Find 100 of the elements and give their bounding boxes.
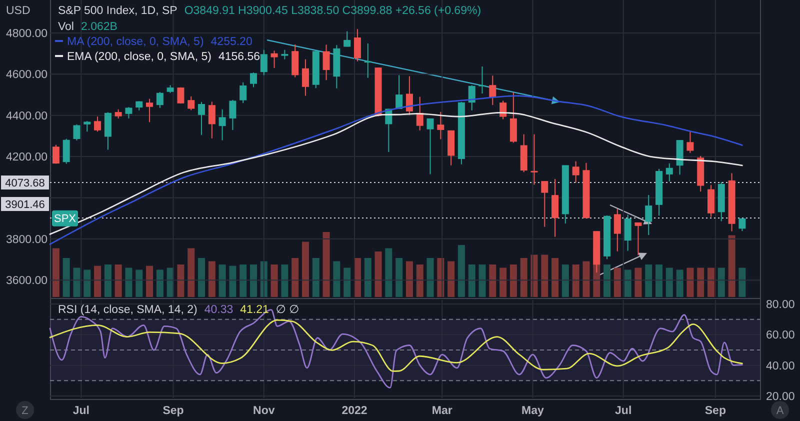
bar (344, 268, 351, 297)
bar (572, 264, 580, 297)
candlestick (302, 58, 309, 96)
annotation: 40.33 (204, 304, 234, 316)
y-tick-label: 4200.00 (6, 152, 48, 164)
bar (478, 264, 486, 297)
annotation: 41.21 (240, 304, 269, 316)
candlestick (188, 96, 195, 111)
candlestick (437, 111, 444, 140)
candlestick (614, 208, 621, 252)
bar (510, 264, 517, 297)
bar (374, 252, 382, 297)
candlestick (666, 162, 673, 182)
candlestick (146, 98, 154, 123)
candlestick (686, 130, 694, 154)
candlestick (354, 28, 361, 62)
annotation: 4255.20 (210, 36, 252, 48)
candlestick (396, 74, 403, 110)
bar (728, 235, 736, 297)
candlestick (468, 84, 476, 111)
candlestick (281, 49, 288, 60)
candlestick (478, 66, 486, 94)
text: Vol (58, 21, 74, 33)
candlestick (156, 92, 164, 108)
bar (73, 268, 80, 297)
bar (229, 266, 236, 297)
bar (52, 248, 60, 297)
y-tick-label: 20.00 (766, 391, 795, 404)
bar (396, 258, 403, 297)
bar (738, 268, 746, 297)
bar (645, 264, 652, 297)
bar (270, 264, 278, 297)
bar (385, 248, 392, 297)
y-tick-label: 80.00 (766, 299, 795, 312)
legend-label: MA (200, close, 0, SMA, 5) (67, 36, 204, 48)
annotation: ∅ ∅ (276, 304, 300, 316)
ref-line-label: 4073.68 (5, 177, 45, 190)
bar (655, 264, 662, 297)
candlestick (634, 222, 642, 256)
candlestick (541, 180, 548, 228)
candlestick (73, 124, 80, 141)
candlestick (125, 106, 132, 119)
candlestick (270, 50, 278, 68)
candlestick (208, 101, 216, 139)
bar (406, 261, 413, 297)
candlestick (645, 194, 652, 236)
bar (624, 270, 632, 297)
bar (250, 264, 257, 297)
bar (697, 268, 704, 297)
candlestick (364, 42, 372, 78)
a-button: A (771, 401, 789, 419)
candlestick (426, 118, 434, 175)
bar (312, 258, 320, 297)
bar (208, 261, 216, 297)
x-tick-label: Nov (253, 405, 276, 417)
bar (582, 261, 590, 297)
bar (520, 258, 528, 297)
y-tick-label: 3600.00 (6, 275, 48, 288)
bar (614, 268, 621, 297)
annotation: 4156.56 (218, 51, 260, 63)
candlestick (229, 99, 236, 130)
bar (634, 268, 642, 297)
candlestick (500, 100, 507, 120)
bar (676, 270, 684, 297)
line-series (49, 319, 743, 372)
candlestick (62, 138, 70, 164)
bar (562, 264, 569, 297)
bar (426, 258, 434, 297)
bar (500, 268, 507, 297)
bar (94, 266, 102, 297)
bar (62, 258, 70, 297)
bar (292, 258, 299, 297)
chart-subtitle: O3849.91 H3900.45 L3838.50 C3899.88 +26.56 (+0.69%) (184, 5, 482, 17)
x-tick-label: Jul (72, 405, 90, 417)
bar (448, 261, 455, 297)
bar (458, 245, 465, 297)
annotation: SPX (54, 213, 77, 226)
bar (416, 264, 424, 297)
y-tick-label: 60.00 (766, 330, 795, 342)
candlestick (624, 214, 632, 252)
candlestick (344, 30, 351, 48)
bar (114, 264, 122, 297)
candlestick (572, 160, 580, 183)
bar (136, 270, 143, 297)
bar (333, 261, 340, 297)
candlestick (510, 92, 517, 144)
x-tick-label: Mar (432, 405, 453, 417)
x-tick-label: May (522, 405, 545, 417)
bar (302, 242, 309, 297)
candlestick (530, 134, 538, 186)
candlestick (406, 76, 413, 116)
candlestick (322, 44, 330, 81)
candlestick (114, 108, 122, 119)
ref-line-label: 3901.46 (5, 198, 45, 211)
bar (188, 248, 195, 297)
x-tick-label: 2022 (342, 405, 368, 417)
bar (489, 264, 496, 297)
bar (686, 268, 694, 297)
bar (84, 270, 91, 297)
bar (240, 264, 247, 297)
